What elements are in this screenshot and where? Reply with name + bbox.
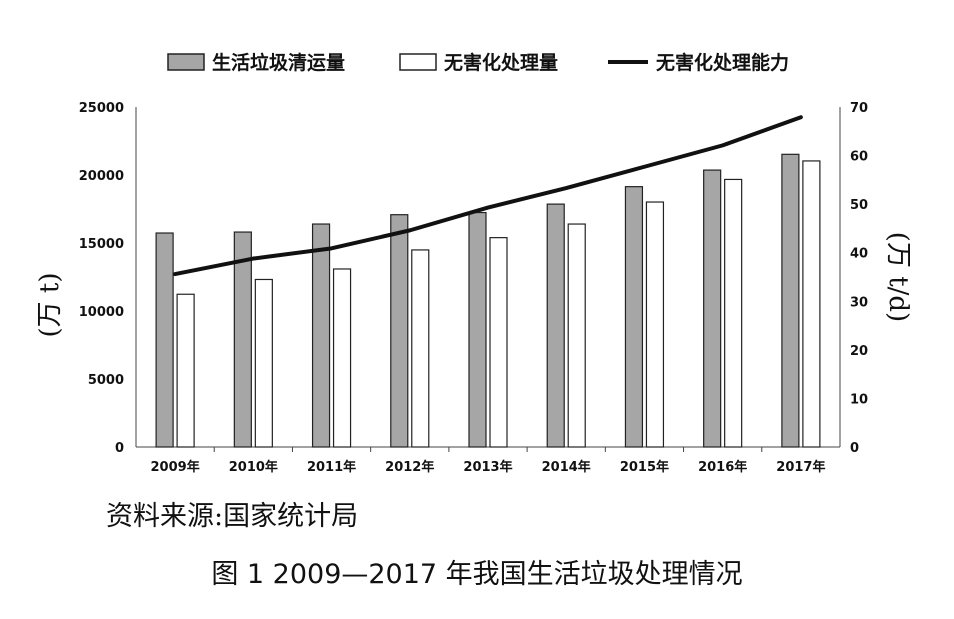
bar-treated-volume — [489, 237, 508, 448]
legend-swatch-treated — [399, 53, 437, 71]
x-tick-label: 2010年 — [229, 459, 278, 475]
legend-label-cleared: 生活垃圾清运量 — [212, 51, 345, 74]
right-tick-label: 10 — [850, 392, 868, 407]
legend-label-capacity: 无害化处理能力 — [656, 51, 789, 74]
left-tick-label: 25000 — [79, 101, 124, 116]
right-tick-label: 70 — [850, 101, 868, 116]
right-tick-label: 20 — [850, 344, 868, 359]
bar-treated-volume — [411, 249, 430, 448]
x-tick-label: 2014年 — [542, 459, 591, 475]
bar-cleared-volume — [155, 232, 174, 448]
right-tick-label: 0 — [850, 441, 859, 456]
capacity-line — [173, 115, 803, 277]
left-axis-title: (万 t) — [35, 272, 65, 337]
right-tick-label: 50 — [850, 198, 868, 213]
source-note: 资料来源:国家统计局 — [106, 501, 359, 532]
bar-treated-volume — [802, 160, 821, 448]
left-tick-label: 20000 — [79, 169, 124, 184]
left-tick-label: 0 — [115, 441, 124, 456]
bars — [155, 153, 821, 448]
bar-treated-volume — [176, 293, 195, 448]
bar-cleared-volume — [233, 231, 252, 448]
legend-swatch-cleared — [167, 53, 205, 71]
right-tick-label: 30 — [850, 295, 868, 310]
right-axis-title: (万 t/d) — [883, 232, 913, 322]
bar-treated-volume — [567, 223, 586, 448]
left-tick-label: 5000 — [88, 373, 124, 388]
x-axis: 2009年 2010年 2011年 2012年 2013年 2014年 2015年 2016年… — [136, 446, 840, 475]
x-tick-label: 2012年 — [385, 459, 434, 475]
right-tick-label: 60 — [850, 150, 868, 165]
left-tick-label: 15000 — [79, 237, 124, 252]
x-tick-label: 2016年 — [698, 459, 747, 475]
bar-cleared-volume — [390, 214, 409, 448]
figure-caption: 图 1 2009—2017 年我国生活垃圾处理情况 — [211, 559, 743, 590]
bar-cleared-volume — [624, 186, 644, 448]
right-axis: 0 10 20 30 40 50 60 70 — [839, 101, 868, 456]
bar-treated-volume — [332, 268, 352, 448]
x-tick-label: 2015年 — [620, 459, 669, 475]
x-tick-label: 2009年 — [151, 459, 200, 475]
bar-cleared-volume — [546, 203, 565, 448]
bar-cleared-volume — [781, 153, 800, 448]
bar-treated-volume — [254, 278, 273, 448]
legend-label-treated: 无害化处理量 — [444, 51, 558, 74]
right-tick-label: 40 — [850, 247, 868, 262]
bar-cleared-volume — [311, 223, 331, 448]
x-tick-label: 2011年 — [307, 459, 356, 475]
bar-cleared-volume — [703, 169, 722, 448]
legend: 生活垃圾清运量 无害化处理量 无害化处理能力 — [167, 51, 789, 74]
left-tick-label: 10000 — [79, 305, 124, 320]
bar-treated-volume — [645, 201, 665, 448]
left-axis: 0 5000 10000 15000 20000 25000 — [79, 101, 137, 456]
bar-treated-volume — [724, 178, 743, 448]
bar-cleared-volume — [468, 211, 487, 448]
x-tick-label: 2013年 — [463, 459, 512, 475]
capacity-series-line — [173, 115, 803, 277]
x-tick-label: 2017年 — [776, 459, 825, 475]
